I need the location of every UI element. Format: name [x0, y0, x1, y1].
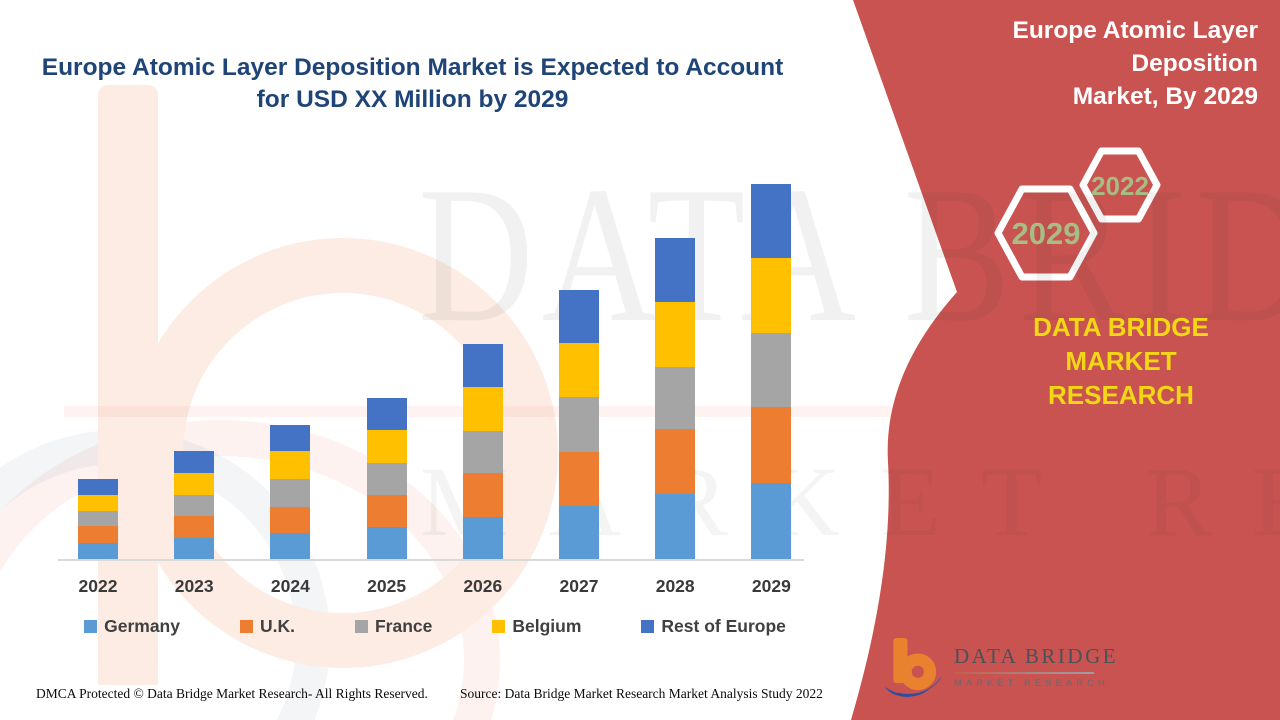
bar-segment-2028-germany — [655, 494, 696, 559]
bar-segment-2028-belgium — [655, 302, 696, 367]
legend-swatch — [84, 620, 98, 633]
bar-segment-2023-france — [174, 495, 215, 516]
brand-name-line2: RESEARCH — [1048, 380, 1194, 410]
bar-segment-2029-rest-of-europe — [751, 184, 792, 258]
bar-segment-2026-france — [462, 431, 503, 473]
x-axis-label-2027: 2027 — [559, 576, 599, 596]
bar-2027 — [559, 290, 599, 559]
panel-title-line1: Europe Atomic Layer Deposition — [1012, 17, 1258, 77]
bar-segment-2025-rest-of-europe — [366, 398, 407, 430]
bar-segment-2028-u-k- — [655, 429, 696, 494]
chart-title: Europe Atomic Layer Deposition Market is… — [40, 52, 785, 116]
legend-swatch — [354, 620, 368, 633]
bar-segment-2026-u-k- — [462, 473, 503, 517]
bar-segment-2029-belgium — [751, 258, 792, 333]
x-axis-label-2026: 2026 — [463, 576, 503, 596]
panel-title: Europe Atomic Layer Deposition Market, B… — [880, 14, 1258, 113]
legend-label: Rest of Europe — [661, 616, 786, 636]
bar-segment-2024-germany — [270, 533, 311, 559]
footer-source: Source: Data Bridge Market Research Mark… — [460, 686, 823, 701]
chart-legend: Germany U.K. France Belgium Rest of Europe — [60, 616, 810, 637]
bar-2026 — [462, 344, 503, 559]
footer-dmca: DMCA Protected © Data Bridge Market Rese… — [36, 686, 428, 701]
watermark-text-line2: MARKET RESEARCH — [420, 446, 1280, 557]
bar-segment-2024-france — [270, 479, 311, 507]
dbmr-logo-wordmark: DATA BRIDGE — [954, 644, 1119, 668]
dbmr-logo: DATA BRIDGE MARKET RESEARCH — [884, 636, 1118, 702]
x-axis-label-2023: 2023 — [174, 576, 214, 596]
x-axis-line — [58, 559, 804, 561]
bar-segment-2026-germany — [462, 517, 503, 559]
legend-item-germany: Germany — [84, 616, 180, 637]
bar-segment-2029-u-k- — [751, 407, 792, 483]
bar-segment-2022-rest-of-europe — [78, 479, 118, 495]
bar-segment-2024-u-k- — [270, 507, 311, 533]
legend-swatch — [239, 620, 253, 633]
legend-label: Belgium — [512, 616, 582, 636]
legend-swatch — [492, 620, 506, 633]
bar-segment-2027-u-k- — [559, 452, 599, 506]
legend-swatch — [641, 620, 655, 633]
brand-name-text: DATA BRIDGE MARKET RESEARCH — [985, 310, 1257, 412]
brand-name-line1: DATA BRIDGE MARKET — [1033, 312, 1209, 376]
bar-segment-2025-u-k- — [366, 495, 407, 527]
bar-2028 — [655, 238, 696, 559]
legend-label: U.K. — [259, 616, 295, 636]
x-axis-label-2024: 2024 — [270, 576, 310, 596]
x-axis-label-2029: 2029 — [751, 576, 791, 596]
bar-2024 — [270, 425, 311, 559]
bar-segment-2025-france — [366, 463, 407, 495]
bar-segment-2027-germany — [559, 506, 599, 559]
legend-label: France — [374, 616, 433, 636]
x-axis-label-2028: 2028 — [655, 576, 695, 596]
bar-segment-2023-u-k- — [174, 516, 215, 538]
bar-2025 — [366, 398, 407, 559]
dbmr-logo-texts: DATA BRIDGE MARKET RESEARCH — [954, 644, 1118, 689]
legend-label: Germany — [104, 616, 180, 636]
bar-segment-2023-belgium — [174, 473, 215, 495]
legend-item-france: France — [354, 616, 433, 637]
legend-item-belgium: Belgium — [492, 616, 581, 637]
hexagon-year-2022: 2022 — [1091, 171, 1149, 201]
bar-segment-2026-belgium — [462, 387, 503, 431]
bar-2022 — [78, 479, 118, 559]
panel-title-line2: Market, By 2029 — [1072, 83, 1258, 110]
bar-segment-2023-germany — [174, 538, 215, 559]
legend-item-rest-of-europe: Rest of Europe — [641, 616, 786, 637]
bar-segment-2025-germany — [366, 527, 407, 559]
red-panel-path — [851, 0, 1280, 720]
hexagon-year-2029: 2029 — [1011, 216, 1081, 251]
bar-segment-2028-rest-of-europe — [655, 238, 696, 302]
dbmr-logo-rule — [954, 672, 1094, 674]
chart-title-line2: for USD XX Million by 2029 — [256, 86, 569, 113]
bar-segment-2028-france — [655, 367, 696, 429]
bar-segment-2029-germany — [751, 483, 792, 559]
hexagon-2022 — [1079, 147, 1161, 223]
bar-segment-2029-france — [751, 333, 792, 407]
bar-segment-2022-germany — [78, 543, 118, 559]
bar-segment-2026-rest-of-europe — [462, 344, 503, 387]
bar-segment-2027-belgium — [559, 343, 599, 397]
bar-segment-2022-belgium — [78, 495, 118, 511]
bar-segment-2027-rest-of-europe — [559, 290, 599, 343]
legend-item-u-k-: U.K. — [239, 616, 295, 637]
watermark-pink-band — [64, 406, 1004, 417]
bar-segment-2023-rest-of-europe — [174, 451, 215, 473]
bar-segment-2025-belgium — [366, 430, 407, 463]
bar-segment-2024-belgium — [270, 451, 311, 479]
bar-segment-2027-france — [559, 397, 599, 452]
hexagon-2029 — [994, 185, 1098, 281]
x-axis-label-2022: 2022 — [78, 576, 118, 596]
bar-2029 — [751, 184, 792, 559]
bar-segment-2022-u-k- — [78, 526, 118, 543]
bar-segment-2024-rest-of-europe — [270, 425, 311, 451]
chart-title-line1: Europe Atomic Layer Deposition Market is… — [41, 54, 784, 81]
bar-2023 — [174, 451, 215, 559]
dbmr-logo-subtitle: MARKET RESEARCH — [954, 678, 1109, 689]
bar-segment-2022-france — [78, 511, 118, 526]
dbmr-logo-b-icon — [884, 638, 943, 697]
x-axis-label-2025: 2025 — [367, 576, 407, 596]
